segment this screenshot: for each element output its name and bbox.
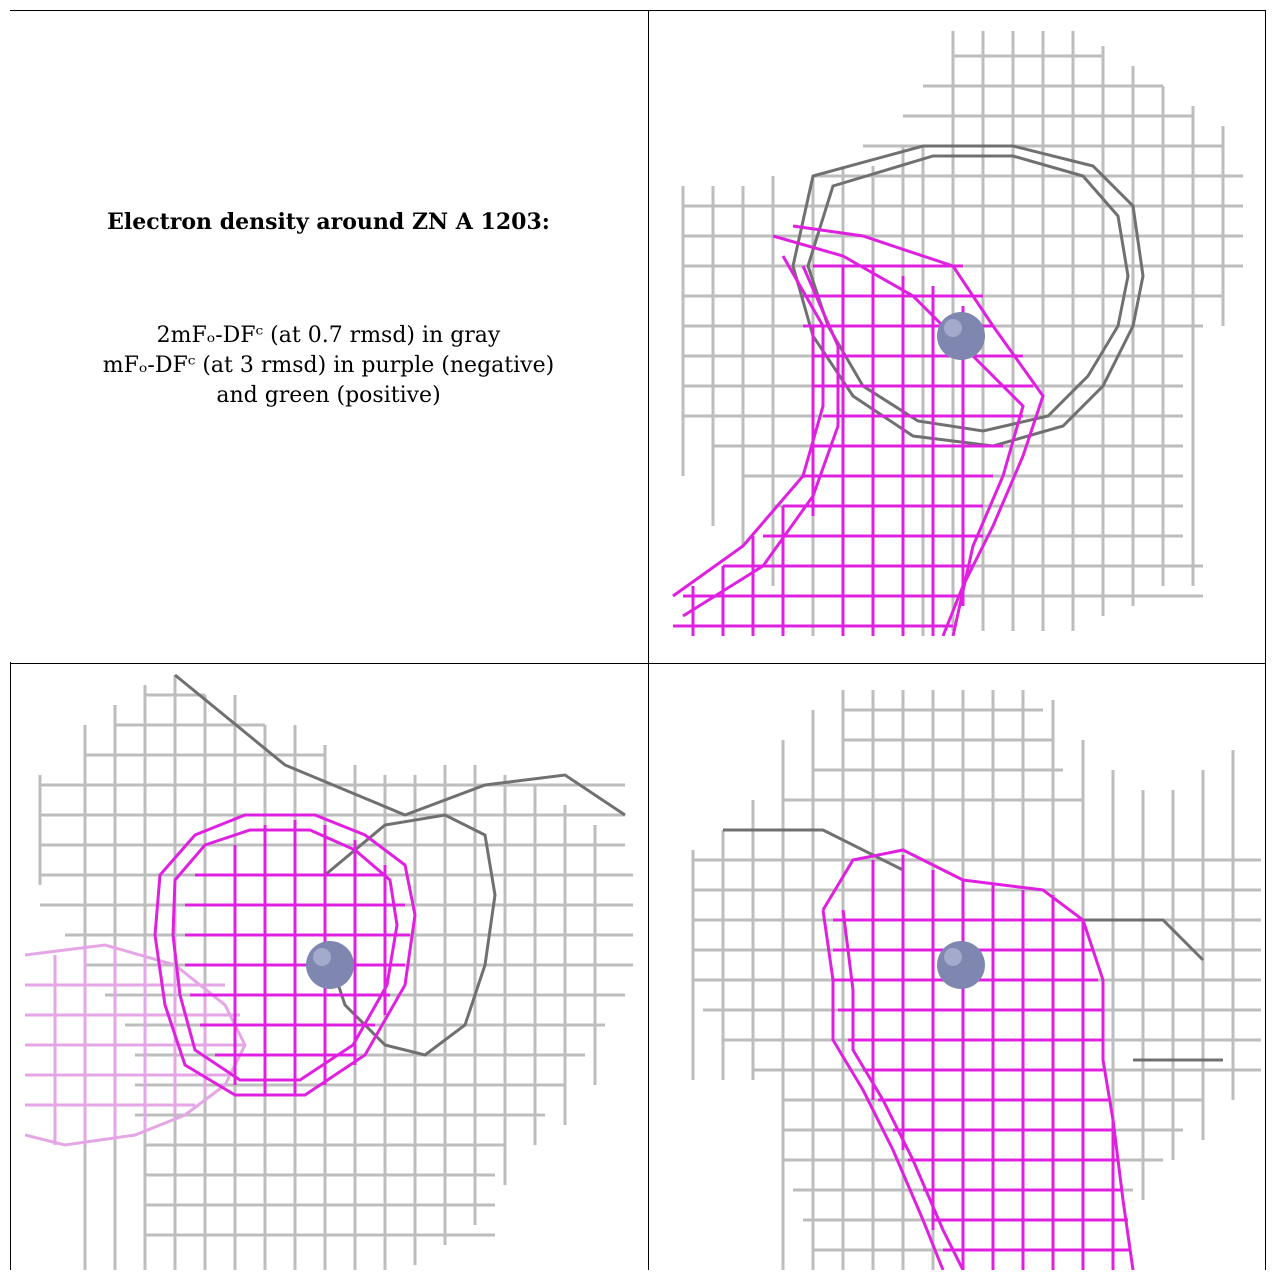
purple-mesh (153, 813, 417, 1097)
purple-mesh (672, 224, 1045, 636)
density-panel-bottom-right (663, 680, 1261, 1270)
table-border-middle (10, 663, 1266, 664)
legend-line-colors: and green (positive) (216, 383, 441, 408)
legend-line-2mfo: 2mFₒ-DFᶜ (at 0.7 rmsd) in gray (156, 323, 501, 348)
legend-line-mfo: mFₒ-DFᶜ (at 3 rmsd) in purple (negative) (102, 353, 555, 378)
table-border-right (1265, 10, 1266, 1270)
density-mesh-view-1 (672, 31, 1243, 636)
density-mesh-view-3 (691, 690, 1261, 1270)
zn-atom (306, 941, 354, 989)
density-mesh-view-2 (25, 673, 633, 1270)
purple-mesh (821, 848, 1135, 1270)
caption-legend: 2mFₒ-DFᶜ (at 0.7 rmsd) in gray mFₒ-DFᶜ (… (10, 321, 647, 411)
caption-title: Electron density around ZN A 1203: (107, 209, 550, 235)
density-panel-bottom-left (25, 665, 633, 1270)
gray-mesh-dark (174, 673, 626, 1057)
table-border-center (648, 10, 649, 1270)
zn-atom (937, 312, 985, 360)
table-border-top (10, 10, 1266, 11)
caption-cell: Electron density around ZN A 1203: 2mFₒ-… (10, 11, 647, 662)
density-panel-top-right (663, 26, 1261, 636)
zn-atom (937, 941, 985, 989)
